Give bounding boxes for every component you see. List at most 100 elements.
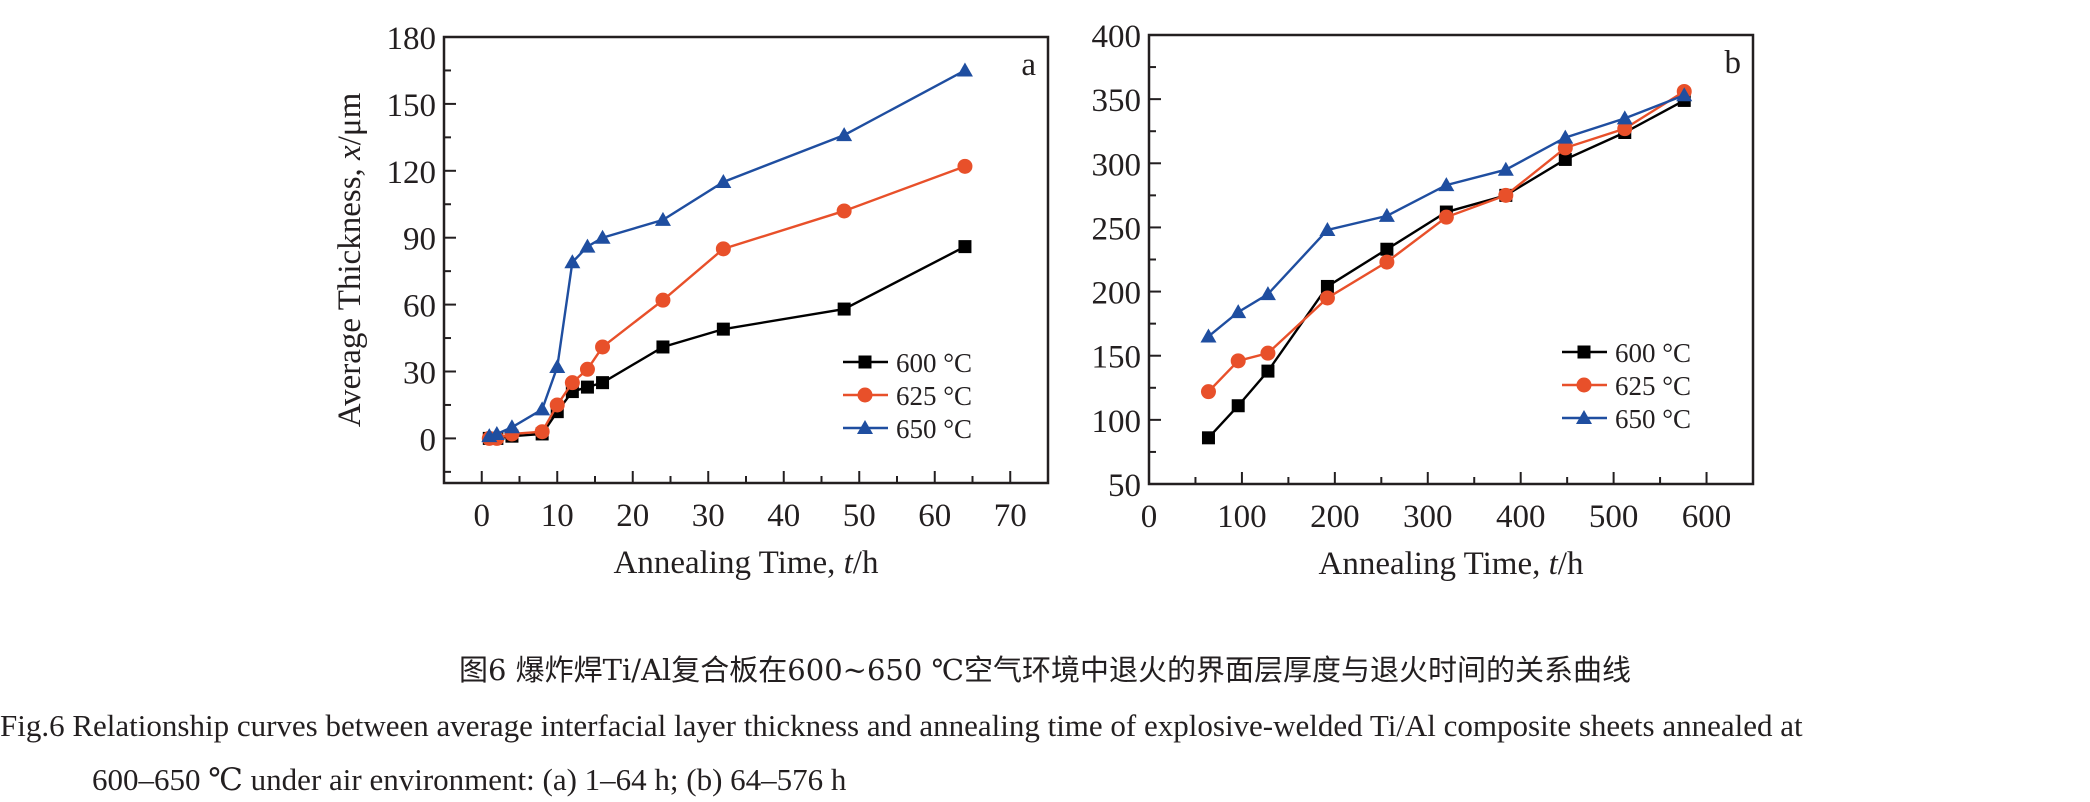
chart-panel-b: 0 100 200 300 400 500 600 50 100 150 200 250 300 350 4… (1092, 19, 1755, 582)
x-axis-title-part: /h (1558, 546, 1584, 582)
x-tick-label: 0 (1141, 499, 1158, 535)
legend-marker (857, 387, 873, 403)
x-tick-label: 10 (541, 498, 574, 534)
y-tick-label: 90 (403, 222, 436, 258)
data-point (564, 254, 581, 269)
data-point (549, 359, 566, 374)
data-point (1498, 187, 1514, 203)
y-tick-label: 350 (1092, 83, 1142, 119)
caption-english-line2: 600–650 ℃ under air environment: (a) 1–6… (92, 762, 847, 797)
x-axis-title-part: Annealing Time, (614, 545, 844, 581)
y-tick-label: 50 (1108, 468, 1141, 504)
data-point (1557, 129, 1574, 144)
data-point (1200, 328, 1217, 343)
legend-marker (858, 355, 872, 369)
data-point (958, 240, 972, 254)
data-point (1497, 161, 1514, 176)
panel-label: a (1021, 47, 1036, 83)
x-tick-label: 600 (1682, 499, 1732, 535)
data-point (580, 380, 594, 394)
y-tick-label: 0 (420, 422, 437, 458)
data-point (594, 229, 611, 244)
figure: 0 10 20 30 40 50 60 70 0 30 60 90 120 150 180 Annealing… (332, 19, 1755, 582)
data-point (1379, 254, 1395, 270)
y-tick-label: 250 (1092, 211, 1142, 247)
legend-label: 625 °C (1615, 371, 1691, 401)
x-tick-label: 20 (616, 498, 649, 534)
data-point (1320, 279, 1334, 293)
data-point (716, 322, 730, 336)
series-625C (1200, 83, 1692, 400)
legend-label: 600 °C (896, 348, 972, 378)
panel-label: b (1725, 45, 1742, 81)
x-tick-label: 40 (767, 498, 800, 534)
data-point (1438, 177, 1455, 192)
data-point (534, 401, 551, 416)
data-point (956, 62, 973, 77)
data-point (579, 238, 596, 253)
data-point (654, 211, 671, 226)
x-axis-title-part: /h (853, 545, 879, 581)
legend-label: 650 °C (896, 414, 972, 444)
legend-marker (1577, 345, 1591, 359)
y-tick-label: 180 (387, 21, 437, 57)
x-axis-title-part: Annealing Time, (1319, 546, 1549, 582)
series-line (1207, 94, 1685, 338)
x-axis-title: Annealing Time, t/h (614, 545, 879, 581)
data-point (1557, 140, 1573, 156)
x-tick-label: 400 (1496, 499, 1546, 535)
data-point (1617, 121, 1633, 137)
x-tick-label: 0 (474, 498, 491, 534)
x-axis-title-part: t (844, 545, 854, 581)
data-point (488, 425, 505, 440)
series-line (1207, 90, 1685, 393)
y-tick-label: 150 (1092, 340, 1142, 376)
y-axis-title-part: x (332, 145, 368, 161)
x-tick-label: 30 (692, 498, 725, 534)
legend-label: 600 °C (1615, 338, 1691, 368)
y-tick-label: 200 (1092, 276, 1142, 312)
data-point (534, 424, 550, 440)
series-line (489, 165, 966, 440)
data-point (1319, 221, 1336, 236)
y-tick-label: 150 (387, 88, 437, 124)
series-650C (1200, 87, 1693, 343)
y-tick-label: 400 (1092, 19, 1142, 55)
x-tick-label: 100 (1217, 499, 1267, 535)
legend-label: 650 °C (1615, 404, 1691, 434)
series-line (1207, 99, 1685, 439)
y-axis-title-part: Average Thickness, (332, 160, 368, 427)
data-point (1438, 209, 1454, 225)
x-tick-label: 50 (843, 498, 876, 534)
data-point (1378, 207, 1395, 222)
y-tick-label: 30 (403, 356, 436, 392)
x-tick-label: 200 (1310, 499, 1360, 535)
x-axis-title: Annealing Time, t/h (1319, 546, 1584, 582)
y-tick-label: 60 (403, 289, 436, 325)
legend-marker (857, 420, 873, 434)
caption-chinese: 图6 爆炸焊Ti/Al复合板在600~650 ℃空气环境中退火的界面层厚度与退火… (459, 653, 1631, 687)
legend-marker (1576, 410, 1592, 424)
data-point (1201, 431, 1215, 445)
data-point (596, 376, 610, 390)
x-axis-title-part: t (1549, 546, 1559, 582)
data-point (715, 173, 732, 188)
data-point (1319, 290, 1335, 306)
y-axis-title-part: /μm (332, 92, 368, 145)
y-axis-title: Average Thickness, x/μm (332, 92, 368, 427)
data-point (595, 339, 611, 355)
y-tick-label: 120 (387, 155, 437, 191)
x-tick-label: 300 (1403, 499, 1453, 535)
data-point (1260, 345, 1276, 361)
data-point (656, 340, 670, 354)
x-tick-label: 60 (918, 498, 951, 534)
data-point (503, 419, 520, 434)
legend-marker (1576, 377, 1592, 393)
chart-panel-a: 0 10 20 30 40 50 60 70 0 30 60 90 120 150 180 Annealing… (332, 21, 1050, 581)
data-point (1230, 304, 1247, 319)
data-point (564, 375, 580, 391)
data-point (1558, 152, 1572, 166)
data-point (836, 203, 852, 219)
